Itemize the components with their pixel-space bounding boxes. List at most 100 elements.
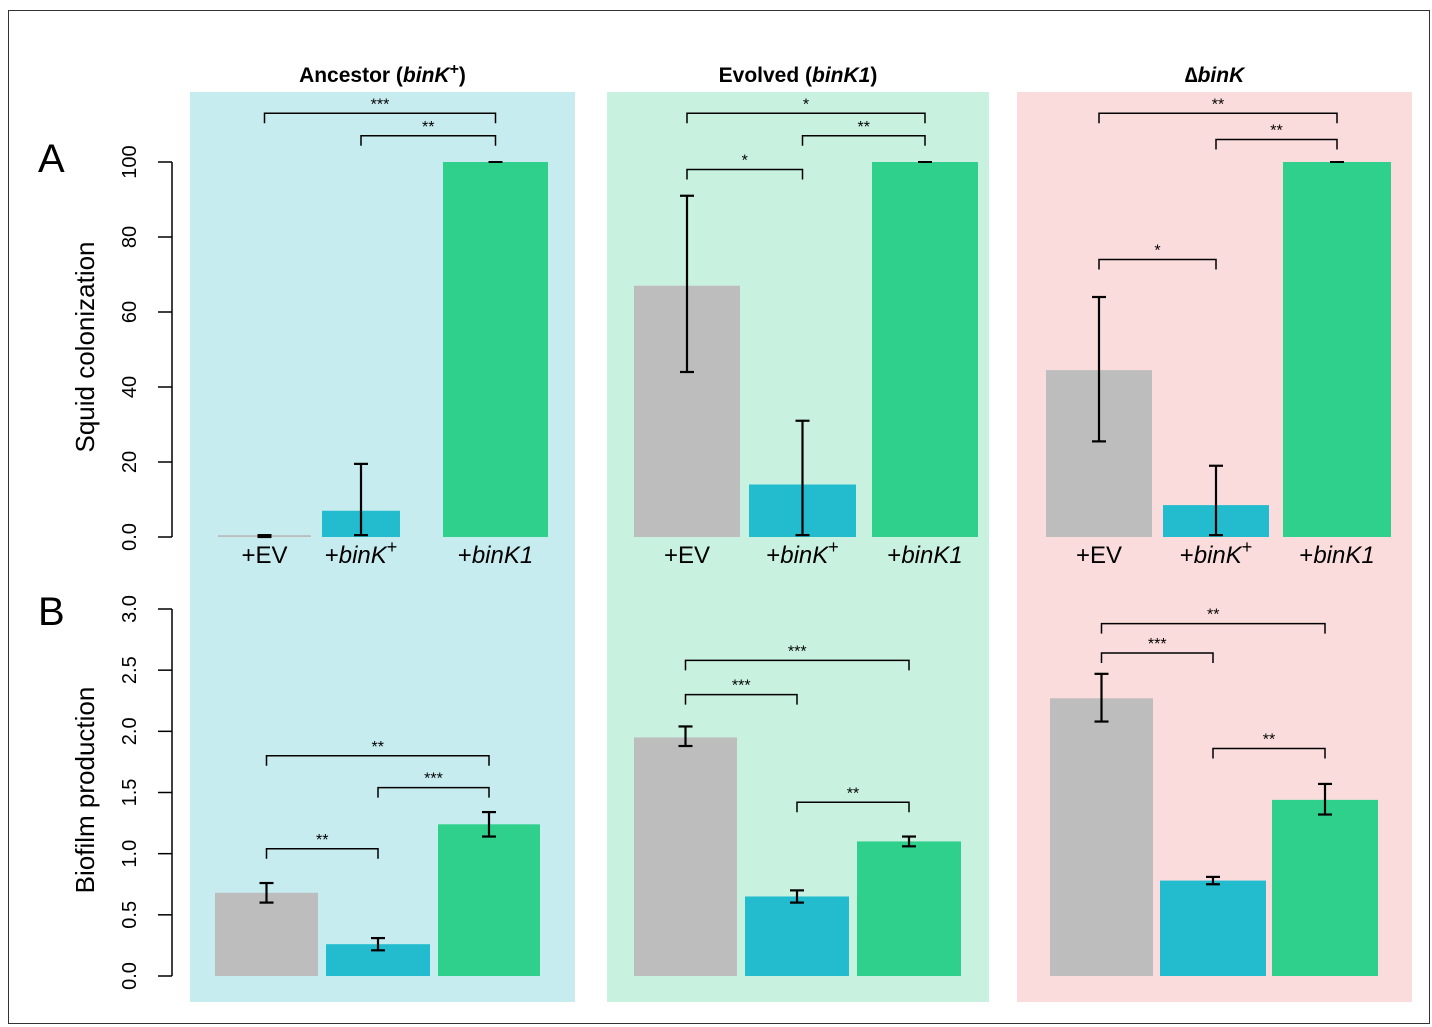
category-label-part: binK1 (472, 542, 533, 569)
column-title-part: binK (1198, 64, 1246, 87)
column-title: ∆binK (1185, 64, 1246, 87)
category-label-part: + (387, 537, 398, 557)
category-label-part: + (1180, 542, 1194, 569)
significance-bracket (360, 135, 497, 146)
category-label-part: binK (780, 542, 829, 569)
category-label: +binK+ (325, 537, 398, 569)
bar (1272, 799, 1378, 976)
column-title: Ancestor (binK+) (299, 61, 466, 88)
y-tick-label: 0.0 (119, 962, 141, 990)
significance-label: *** (732, 678, 751, 695)
significance-label: ** (847, 785, 859, 802)
column-title-part: ∆ (1185, 64, 1198, 87)
significance-bracket (684, 693, 798, 705)
bar (634, 737, 737, 976)
bar (443, 162, 548, 537)
y-tick-label: 20 (119, 451, 141, 473)
category-label: +EV (1076, 542, 1122, 569)
column-title-part: binK1 (812, 64, 870, 87)
y-axis-label: Squid colonization (70, 241, 100, 452)
significance-label: ** (1212, 96, 1224, 113)
significance-bracket (1098, 258, 1217, 270)
significance-label: * (742, 153, 748, 170)
category-label-part: + (766, 542, 780, 569)
significance-label: ** (1270, 123, 1282, 140)
significance-bracket (1100, 622, 1326, 634)
significance-bracket (377, 786, 490, 798)
significance-bracket (265, 848, 379, 859)
category-label-part: binK (339, 542, 388, 569)
y-tick-label: 2.0 (119, 717, 141, 745)
category-label: +binK+ (766, 537, 839, 569)
category-label-part: +EV (241, 542, 287, 569)
y-tick-label: 40 (119, 376, 141, 398)
column-title-part: + (450, 61, 459, 78)
significance-bracket (1100, 652, 1214, 664)
category-label: +binK1 (458, 542, 533, 569)
category-label-part: + (458, 542, 472, 569)
category-label-part: + (828, 537, 839, 557)
bar (1160, 880, 1266, 976)
column-title-part: Evolved ( (719, 64, 812, 87)
bar (872, 162, 978, 537)
y-tick-label: 1.0 (119, 840, 141, 868)
column-title-part: ) (459, 64, 466, 87)
significance-label: * (1154, 243, 1160, 260)
y-axis-label: Biofilm production (70, 687, 100, 894)
significance-bracket (686, 168, 804, 180)
chart-text: Ancestor (binK+) Evolved (binK1) ∆binK0.02… (38, 61, 1375, 990)
significance-bracket (686, 112, 926, 124)
significance-bracket (265, 755, 490, 766)
category-label-part: +EV (1076, 542, 1122, 569)
column-title-part: binK (403, 64, 451, 87)
significance-bracket (796, 801, 910, 813)
category-label-part: + (325, 542, 339, 569)
category-label: +binK1 (1299, 542, 1374, 569)
category-label: +binK1 (887, 542, 962, 569)
y-tick-label: 60 (119, 301, 141, 323)
column-title: Evolved (binK1) (719, 64, 878, 87)
category-label: +EV (664, 542, 710, 569)
y-tick-label: 0.5 (119, 901, 141, 929)
bar (1283, 162, 1391, 537)
bar (857, 841, 961, 976)
significance-label: ** (858, 119, 870, 136)
significance-bracket (1212, 747, 1326, 759)
significance-bracket (684, 659, 910, 671)
category-label-part: + (1242, 537, 1253, 557)
category-label: +EV (241, 542, 287, 569)
significance-label: ** (422, 119, 434, 136)
significance-label: ** (316, 832, 328, 849)
y-tick-label: 100 (119, 145, 141, 178)
significance-bracket (1215, 138, 1338, 150)
significance-label: ** (1207, 607, 1219, 624)
significance-label: *** (1148, 636, 1167, 653)
category-label-part: +EV (664, 542, 710, 569)
panel-label: A (38, 137, 65, 181)
significance-label: ** (1263, 731, 1275, 748)
column-title-part: Ancestor ( (299, 64, 403, 87)
significance-label: * (803, 96, 809, 113)
significance-label: *** (788, 643, 807, 660)
figure-frame (8, 10, 1430, 1024)
significance-label: *** (371, 96, 390, 113)
y-tick-label: 0.0 (119, 523, 141, 551)
y-tick-label: 3.0 (119, 595, 141, 623)
bar (745, 896, 849, 976)
y-tick-label: 80 (119, 226, 141, 248)
bar (438, 824, 540, 976)
significance-bracket (263, 112, 497, 124)
category-label-part: binK1 (901, 542, 962, 569)
category-label-part: + (1299, 542, 1313, 569)
significance-label: ** (372, 739, 384, 756)
bar (215, 892, 318, 976)
column-title-part: ) (870, 64, 877, 87)
bar (1050, 698, 1153, 976)
y-tick-label: 1.5 (119, 779, 141, 807)
category-label-part: binK (1194, 542, 1243, 569)
chart-marks (158, 112, 1391, 977)
y-tick-label: 2.5 (119, 656, 141, 684)
significance-bracket (1098, 112, 1338, 124)
category-label-part: + (887, 542, 901, 569)
